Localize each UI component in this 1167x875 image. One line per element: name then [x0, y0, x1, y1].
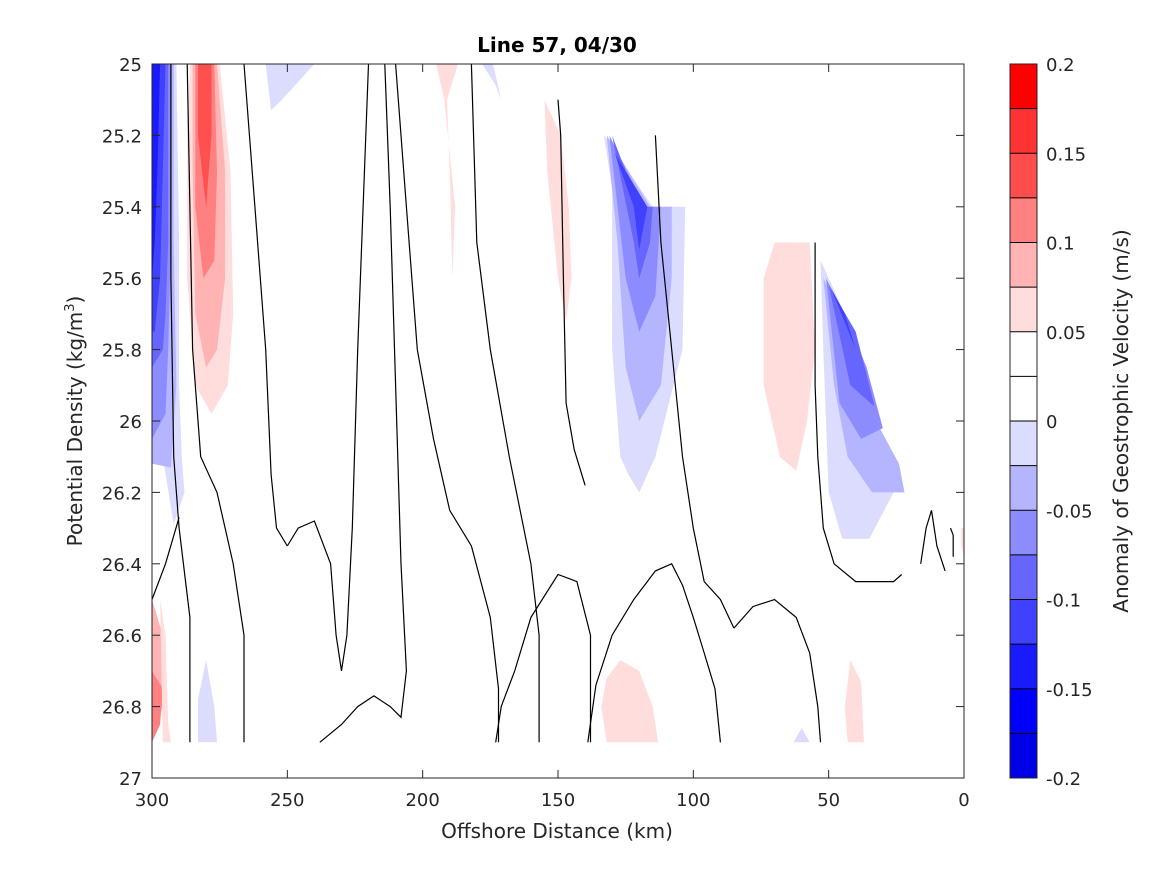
y-tick-label: 26.2	[102, 483, 142, 504]
colorbar-title: Anomaly of Geostrophic Velocity (m/s)	[1109, 229, 1133, 612]
colorbar-tick-label: 0.2	[1046, 55, 1075, 76]
y-tick-label: 25.6	[102, 269, 142, 290]
colorbar-band	[1010, 733, 1037, 778]
anomaly-patch	[544, 99, 572, 321]
x-tick-label: 150	[541, 790, 575, 811]
anomaly-patch	[793, 728, 810, 743]
x-axis: 300 250 200 150 100 50 0	[135, 64, 970, 811]
colorbar-tick-label: -0.1	[1046, 591, 1081, 612]
y-tick-label: 26.8	[102, 698, 142, 719]
colorbar-band	[1010, 64, 1037, 109]
zero-contour-line	[151, 517, 180, 600]
x-tick-label: 50	[817, 790, 840, 811]
colorbar-band	[1010, 599, 1037, 645]
zero-contour-line	[654, 135, 735, 629]
anomaly-patch	[961, 528, 964, 557]
velocity-anomaly-fill	[152, 64, 964, 743]
zero-contour-line	[170, 64, 191, 743]
x-tick-label: 250	[270, 790, 304, 811]
colorbar-tick-label: 0	[1046, 412, 1057, 433]
anomaly-patch	[152, 64, 161, 279]
colorbar-tick-label: -0.2	[1046, 769, 1081, 790]
zero-contour-line	[470, 63, 540, 743]
y-tick-label: 25.4	[102, 198, 142, 219]
y-tick-label: 25	[119, 55, 142, 76]
colorbar-band	[1010, 197, 1037, 243]
colorbar-tick-label: 0.05	[1046, 323, 1086, 344]
zero-contour-lines	[151, 63, 954, 743]
colorbar-band	[1010, 108, 1037, 154]
anomaly-patch	[831, 288, 856, 350]
colorbar-band	[1010, 688, 1037, 734]
colorbar-band	[1010, 510, 1037, 555]
anomaly-patch	[763, 242, 816, 471]
x-tick-label: 200	[405, 790, 439, 811]
zero-contour-line	[186, 63, 245, 743]
colorbar-band	[1010, 331, 1037, 377]
colorbar-band	[1010, 153, 1037, 198]
colorbar-tick-label: 0.15	[1046, 144, 1086, 165]
y-axis: 25 25.2 25.4 25.6 25.8 26 26.2 26.4 26.6 26.8 27	[102, 55, 964, 790]
colorbar-band	[1010, 465, 1037, 511]
zero-contour-line	[814, 242, 903, 583]
zero-contour-line	[733, 598, 822, 743]
zero-contour-line	[557, 99, 586, 486]
y-tick-label: 26.4	[102, 555, 142, 576]
x-tick-label: 0	[958, 790, 969, 811]
colorbar-band	[1010, 421, 1037, 466]
anomaly-patch	[160, 599, 171, 743]
anomaly-patch	[614, 153, 648, 250]
x-tick-label: 100	[676, 790, 710, 811]
anomaly-patch	[198, 64, 212, 207]
anomaly-patch	[198, 660, 217, 743]
y-tick-label: 26.6	[102, 626, 142, 647]
anomaly-patch	[436, 64, 458, 279]
colorbar-band	[1010, 287, 1037, 332]
zero-contour-line	[587, 563, 721, 743]
colorbar-band	[1010, 554, 1037, 600]
chart-title: Line 57, 04/30	[477, 33, 637, 57]
zero-contour-line	[920, 510, 946, 572]
zero-contour-line	[319, 63, 408, 743]
anomaly-patch	[265, 64, 315, 111]
anomaly-patch	[601, 660, 659, 743]
colorbar-frame	[1009, 63, 1038, 779]
zero-contour-line	[243, 63, 288, 547]
colorbar-tick-label: 0.1	[1046, 234, 1075, 255]
colorbar-tick-label: -0.15	[1046, 680, 1093, 701]
y-tick-label: 27	[119, 769, 142, 790]
zero-contour-line	[495, 573, 592, 743]
y-tick-label: 25.8	[102, 341, 142, 362]
anomaly-patch	[828, 285, 875, 407]
anomaly-patch	[844, 660, 864, 743]
y-tick-label: 25.2	[102, 126, 142, 147]
zero-contour-line	[395, 63, 500, 743]
colorbar-band	[1010, 376, 1037, 421]
y-tick-label: 26	[119, 412, 142, 433]
x-axis-title: Offshore Distance (km)	[441, 819, 673, 843]
colorbar-tick-label: -0.05	[1046, 501, 1093, 522]
colorbar-band	[1010, 644, 1037, 689]
zero-contour-line	[286, 63, 370, 671]
x-tick-label: 300	[135, 790, 169, 811]
zero-contour-line	[949, 527, 954, 557]
colorbar-band	[1010, 242, 1037, 288]
colorbar: 0.2 0.15 0.1 0.05 0 -0.05 -0.1 -0.15 -0.2	[1009, 55, 1093, 790]
y-axis-title: Potential Density (kg/m3)	[63, 296, 87, 547]
anomaly-patch	[482, 64, 502, 100]
